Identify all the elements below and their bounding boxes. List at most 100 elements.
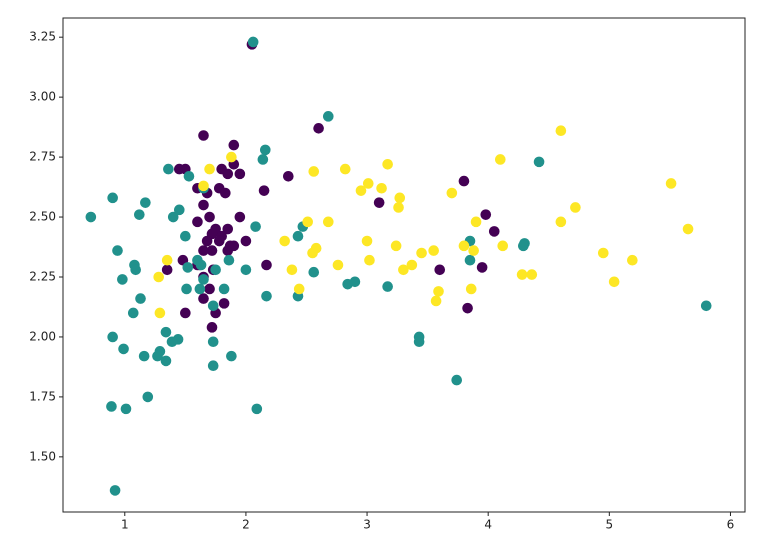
x-tick-label: 6 xyxy=(727,518,735,532)
plot-area xyxy=(85,36,712,496)
point xyxy=(433,286,444,297)
point xyxy=(160,355,172,367)
y-tick-label: 1.50 xyxy=(29,449,56,463)
point xyxy=(167,211,179,223)
point xyxy=(198,274,209,285)
point xyxy=(240,235,252,247)
point xyxy=(160,326,172,338)
point xyxy=(476,262,488,273)
point xyxy=(416,247,427,259)
point xyxy=(279,235,290,247)
point xyxy=(85,211,97,223)
point xyxy=(608,276,620,288)
axes-frame xyxy=(62,17,746,513)
point xyxy=(206,322,218,333)
point xyxy=(138,350,150,362)
point xyxy=(251,403,263,415)
point xyxy=(210,264,221,276)
point xyxy=(413,336,425,348)
y-tick-label: 2.75 xyxy=(29,150,56,164)
point xyxy=(107,192,118,204)
point xyxy=(555,216,567,228)
point xyxy=(182,262,194,273)
point xyxy=(198,293,209,304)
point xyxy=(152,350,163,362)
point xyxy=(533,156,545,168)
y-tick-label: 2.00 xyxy=(29,329,56,343)
point xyxy=(109,485,121,496)
point xyxy=(462,302,473,314)
point xyxy=(373,197,385,208)
point xyxy=(376,182,387,194)
point xyxy=(458,240,470,252)
point xyxy=(361,235,373,247)
point xyxy=(261,290,272,302)
y-tick-label: 2.25 xyxy=(29,269,56,283)
point xyxy=(322,216,334,228)
point xyxy=(451,374,462,386)
point xyxy=(247,36,259,48)
point xyxy=(398,264,409,276)
point xyxy=(322,111,334,122)
point xyxy=(207,300,219,312)
point xyxy=(223,254,235,266)
x-tick-label: 2 xyxy=(242,518,250,532)
point xyxy=(570,202,581,213)
point xyxy=(220,187,231,199)
point xyxy=(627,254,638,266)
point xyxy=(470,216,482,228)
point xyxy=(140,197,151,208)
point xyxy=(364,254,375,266)
point xyxy=(307,247,318,259)
point xyxy=(308,166,320,177)
point xyxy=(206,245,218,256)
point xyxy=(135,293,146,304)
point xyxy=(355,185,367,196)
point xyxy=(257,154,269,165)
point xyxy=(258,185,270,196)
point xyxy=(234,168,246,180)
point xyxy=(228,139,240,151)
point xyxy=(107,331,118,343)
point xyxy=(526,269,538,280)
point xyxy=(259,144,271,156)
point xyxy=(516,269,528,280)
point xyxy=(222,168,234,180)
point xyxy=(250,221,261,232)
point xyxy=(161,264,173,276)
point xyxy=(226,350,237,362)
point xyxy=(226,151,237,163)
point xyxy=(394,192,406,204)
y-tick-label: 3.25 xyxy=(29,30,56,44)
point xyxy=(198,130,209,141)
point xyxy=(120,403,132,415)
point xyxy=(112,245,123,256)
point xyxy=(555,125,567,137)
point xyxy=(428,245,439,256)
point xyxy=(222,223,234,235)
point xyxy=(234,211,246,223)
point xyxy=(362,178,374,189)
point xyxy=(465,283,477,295)
point xyxy=(130,264,141,276)
point xyxy=(180,230,191,242)
point xyxy=(173,204,185,216)
point xyxy=(201,235,213,247)
point xyxy=(195,259,207,271)
point xyxy=(339,163,351,175)
point xyxy=(198,199,209,211)
point xyxy=(480,209,492,220)
point xyxy=(406,259,418,271)
point xyxy=(382,158,393,170)
point xyxy=(495,154,506,165)
y-tick-label: 1.75 xyxy=(29,389,56,403)
point xyxy=(194,283,206,295)
point xyxy=(117,274,128,285)
point xyxy=(213,235,225,247)
point xyxy=(207,360,219,372)
point xyxy=(153,271,164,283)
point xyxy=(382,281,393,292)
point xyxy=(292,230,304,242)
point xyxy=(118,343,129,355)
